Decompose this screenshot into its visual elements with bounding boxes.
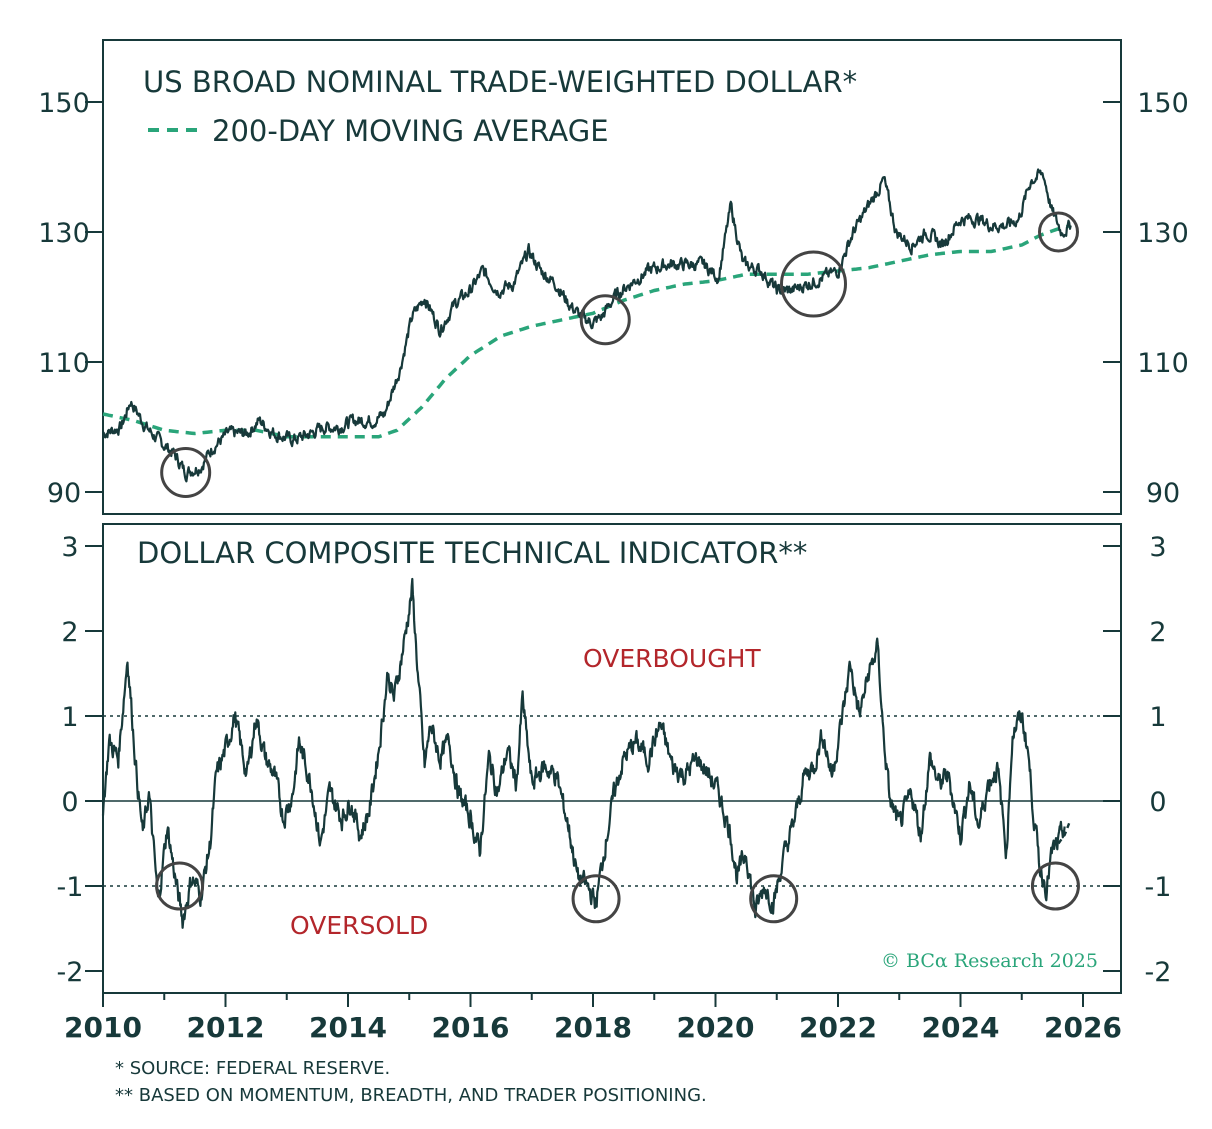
bottom-panel-highlight-circles [155,861,1080,924]
overbought-label: OVERBOUGHT [583,644,761,673]
x-axis-tick-label: 2020 [677,1011,755,1044]
x-axis-labels: 2010 2012 2014 2016 2018 2020 2022 2024 2026 [64,993,1122,1044]
bottom-right-ytick-label: 0 [1149,787,1166,818]
bottom-left-ytick-label: 0 [61,787,78,818]
bottom-left-ytick-label: -2 [57,957,84,988]
bottom-panel-plot [101,577,1071,929]
x-axis-tick-label: 2018 [554,1011,632,1044]
x-axis-tick-label: 2014 [309,1011,387,1044]
bottom-chart-title: DOLLAR COMPOSITE TECHNICAL INDICATOR** [137,536,807,570]
bottom-left-ytick-label: 3 [61,532,78,563]
top-chart-title: US BROAD NOMINAL TRADE-WEIGHTED DOLLAR* [143,65,857,99]
highlight-circle [1030,861,1080,911]
top-panel-frame [102,39,1122,515]
footnote-indicator: ** BASED ON MOMENTUM, BREADTH, AND TRADE… [115,1085,707,1106]
bottom-right-ytick-label: 3 [1149,532,1166,563]
bottom-right-ytick-label: -2 [1145,957,1172,988]
dollar-index-line [102,168,1072,483]
x-axis-tick-label: 2010 [64,1011,142,1044]
bottom-right-ytick-label: 2 [1149,617,1166,648]
x-axis-tick-label: 2024 [922,1011,1000,1044]
highlight-circle [571,874,621,924]
top-panel-ticks: 90 90 110 110 130 130 150 150 [38,88,1189,509]
highlight-circle [780,250,847,318]
x-axis-tick-label: 2016 [432,1011,510,1044]
legend-moving-average-label: 200-DAY MOVING AVERAGE [212,114,609,148]
top-left-ytick-label: 90 [47,478,81,509]
bottom-right-ytick-label: 1 [1149,702,1166,733]
bottom-panel-ticks: -2 -2 -1 -1 0 0 1 1 2 2 3 3 [57,532,1172,988]
highlight-circle [579,294,631,346]
oversold-label: OVERSOLD [290,911,428,940]
top-left-ytick-label: 130 [38,218,90,249]
indicator-projection-line [1057,821,1071,845]
highlight-circle [749,874,799,924]
top-right-ytick-label: 90 [1146,478,1180,509]
top-right-ytick-label: 150 [1137,88,1189,119]
x-axis-tick-label: 2026 [1044,1011,1122,1044]
bottom-panel-frame [102,523,1122,994]
bottom-right-ytick-label: -1 [1145,872,1172,903]
footnote-source: * SOURCE: FEDERAL RESERVE. [115,1058,391,1079]
top-panel-plot [102,168,1072,483]
top-right-ytick-label: 130 [1137,218,1189,249]
copyright-text: © BCα Research 2025 [881,950,1098,972]
highlight-circle [155,861,205,911]
top-right-ytick-label: 110 [1137,348,1189,379]
top-left-ytick-label: 150 [38,88,90,119]
top-panel-highlight-circles [160,211,1079,498]
bottom-left-ytick-label: 1 [61,702,78,733]
bottom-left-ytick-label: -1 [57,872,84,903]
bottom-left-ytick-label: 2 [61,617,78,648]
x-axis-tick-label: 2022 [799,1011,877,1044]
moving-average-line [102,223,1072,439]
top-left-ytick-label: 110 [38,348,90,379]
highlight-circle [160,447,212,498]
technical-indicator-line [101,577,1066,929]
highlight-circle [1038,211,1079,253]
x-axis-tick-label: 2012 [187,1011,265,1044]
